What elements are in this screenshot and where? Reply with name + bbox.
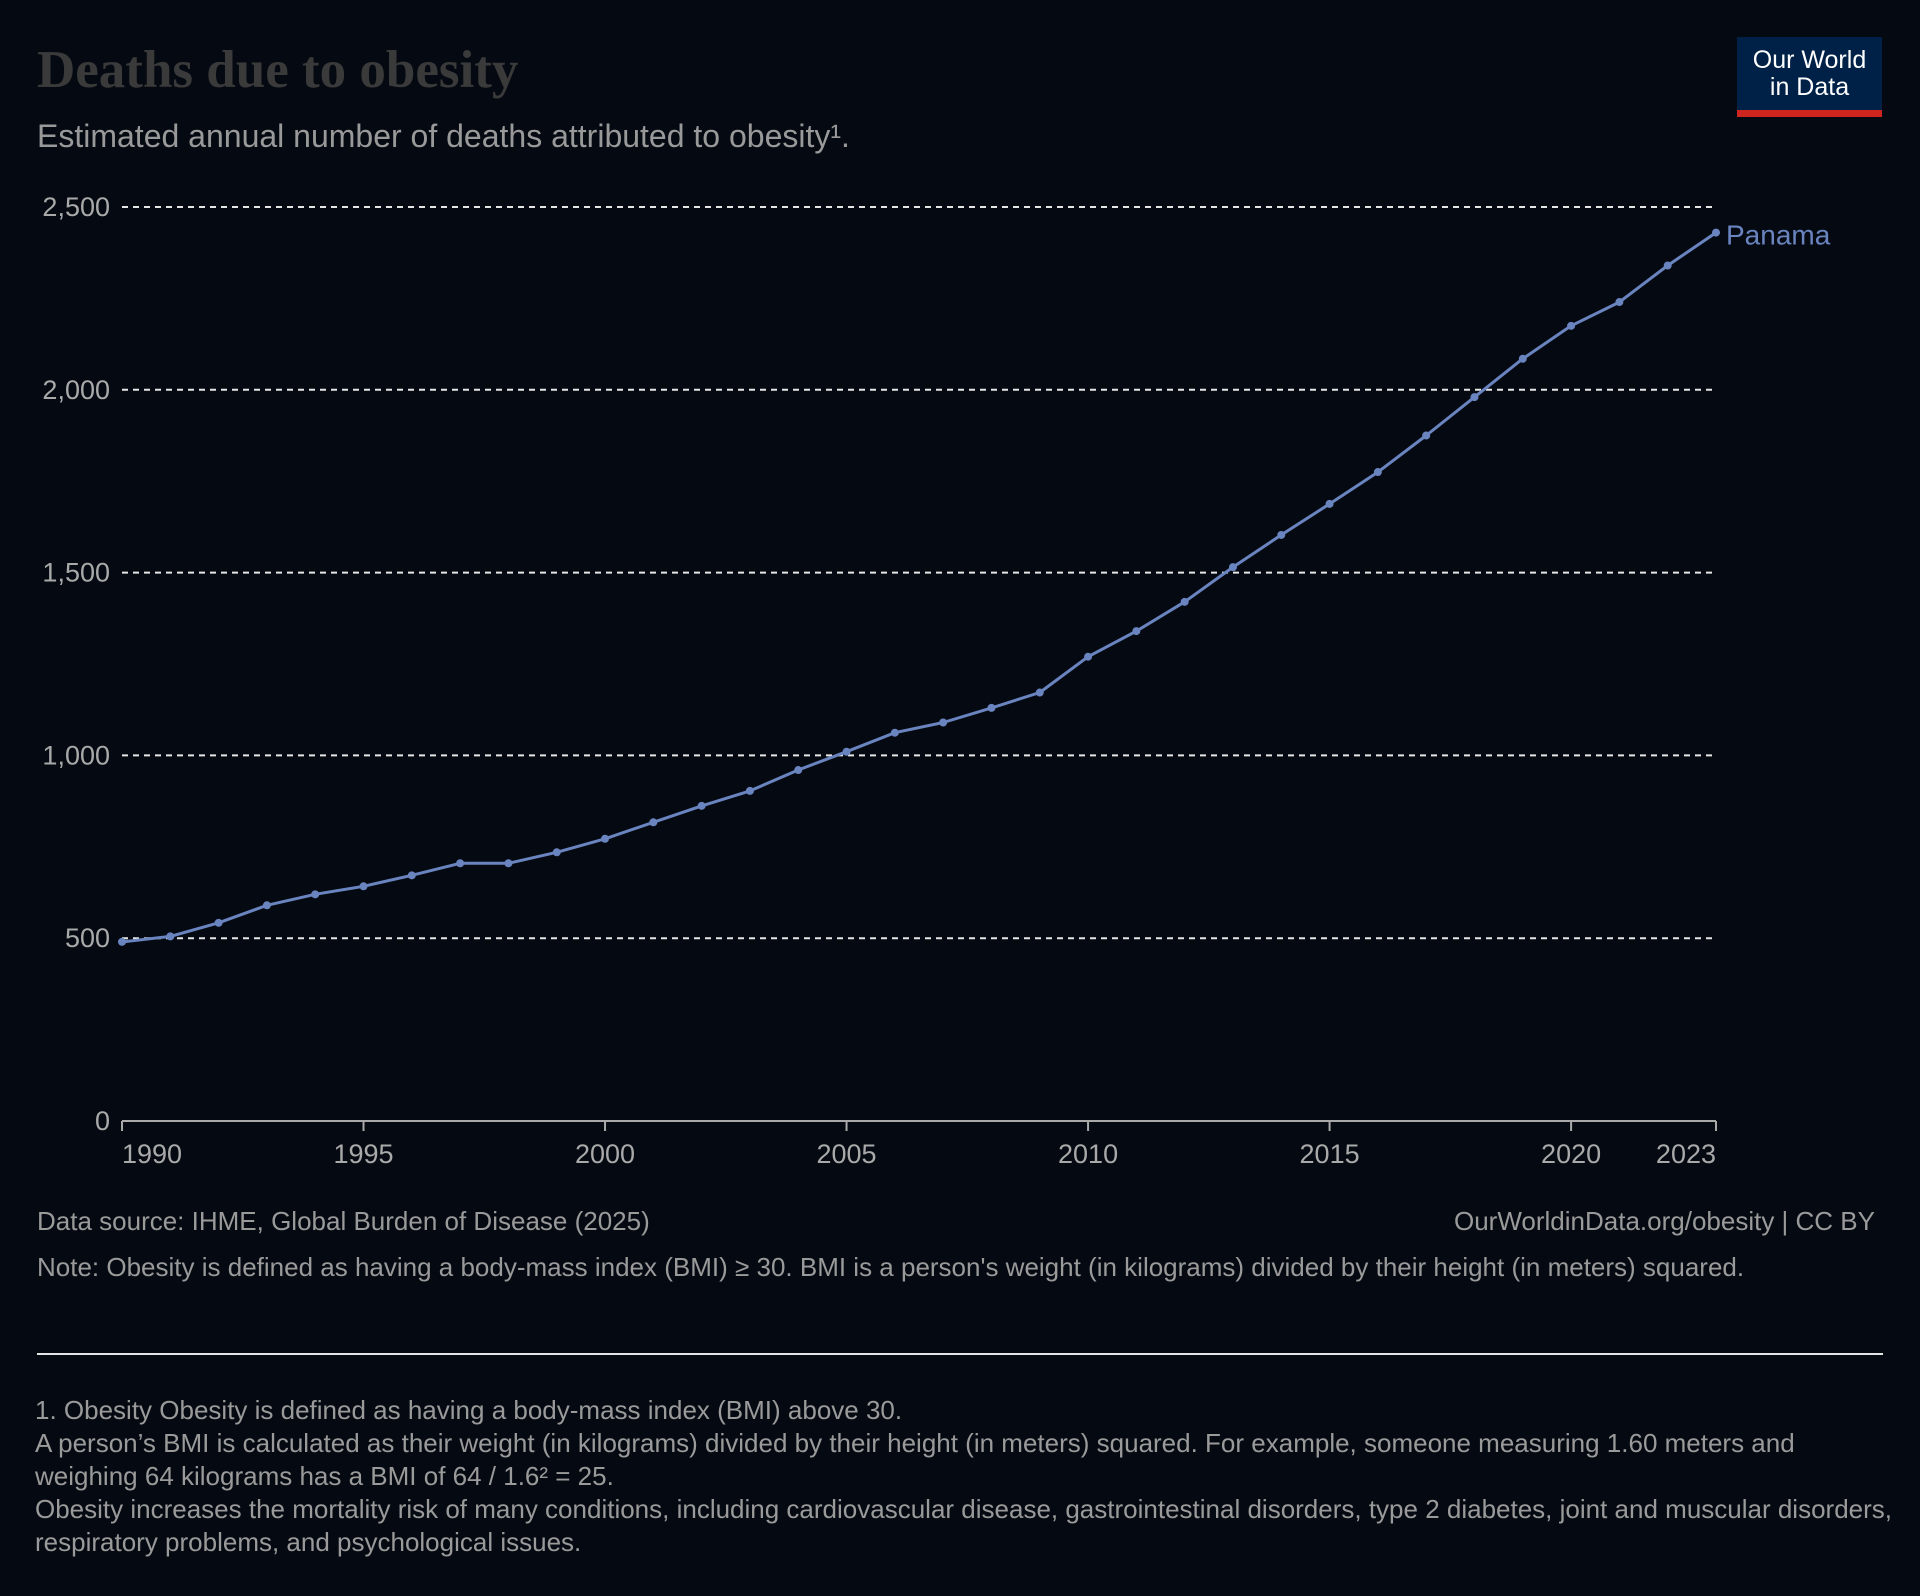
- data-point: [1132, 627, 1141, 636]
- logo-line-2: in Data: [1769, 72, 1850, 101]
- data-point: [1663, 261, 1672, 270]
- y-tick-label: 0: [95, 1106, 110, 1136]
- data-source: Data source: IHME, Global Burden of Dise…: [37, 1206, 650, 1236]
- data-point: [1373, 468, 1382, 477]
- y-tick-label: 500: [65, 923, 110, 953]
- data-point: [262, 901, 271, 910]
- data-point: [1518, 354, 1527, 363]
- chart-subtitle: Estimated annual number of deaths attrib…: [37, 118, 850, 154]
- data-point: [1712, 228, 1720, 237]
- data-point: [987, 703, 996, 712]
- data-point: [456, 859, 465, 868]
- data-point: [552, 848, 561, 857]
- data-point: [842, 747, 851, 756]
- data-point: [794, 766, 803, 775]
- data-point: [1180, 597, 1189, 606]
- x-tick-label: 2020: [1541, 1139, 1601, 1169]
- x-tick-label: 2023: [1656, 1139, 1716, 1169]
- data-point: [359, 882, 368, 891]
- chart-note: Note: Obesity is defined as having a bod…: [37, 1252, 1745, 1282]
- data-point: [1084, 652, 1093, 661]
- chart-title: Deaths due to obesity: [37, 41, 519, 99]
- footnote-2: A person’s BMI is calculated as their we…: [35, 1428, 1795, 1491]
- data-point: [745, 786, 754, 795]
- data-point: [166, 932, 175, 941]
- owid-logo[interactable]: Our World in Data: [1737, 37, 1882, 117]
- data-point: [214, 918, 223, 927]
- x-tick-label: 1995: [333, 1139, 393, 1169]
- data-point: [1470, 393, 1479, 402]
- data-point: [697, 801, 706, 810]
- y-tick-label: 2,000: [42, 375, 110, 405]
- x-tick-label: 2015: [1300, 1139, 1360, 1169]
- y-tick-label: 2,500: [42, 192, 110, 222]
- data-point: [649, 818, 658, 827]
- data-point: [890, 728, 899, 737]
- data-point: [939, 718, 948, 727]
- data-point: [504, 859, 513, 868]
- license-link[interactable]: OurWorldinData.org/obesity | CC BY: [1454, 1206, 1875, 1236]
- y-tick-label: 1,000: [42, 740, 110, 770]
- data-point: [1422, 431, 1431, 440]
- line-chart: 0 500 1,000 1,500 2,000 2,500 1990 1995 2000 2005…: [42, 192, 1831, 1169]
- data-point: [311, 890, 320, 899]
- series-line: [121, 231, 1717, 944]
- data-point: [1035, 688, 1044, 697]
- data-point: [1325, 499, 1334, 508]
- data-point: [601, 834, 610, 843]
- x-tick-label: 2010: [1058, 1139, 1118, 1169]
- x-tick-label: 1990: [122, 1139, 182, 1169]
- x-tick-label: 2005: [817, 1139, 877, 1169]
- data-point: [1615, 298, 1624, 307]
- data-point: [118, 937, 126, 946]
- data-point: [1228, 563, 1237, 572]
- series-label: Panama: [1726, 220, 1831, 251]
- data-point: [1567, 321, 1576, 330]
- footer-divider: [37, 1353, 1883, 1355]
- data-point: [407, 871, 416, 880]
- footnote-1: 1. Obesity Obesity is defined as having …: [35, 1395, 903, 1425]
- data-point: [1277, 530, 1286, 539]
- footnote-3: Obesity increases the mortality risk of …: [35, 1494, 1893, 1557]
- logo-line-1: Our World: [1752, 45, 1867, 74]
- x-tick-label: 2000: [575, 1139, 635, 1169]
- y-tick-label: 1,500: [42, 558, 110, 588]
